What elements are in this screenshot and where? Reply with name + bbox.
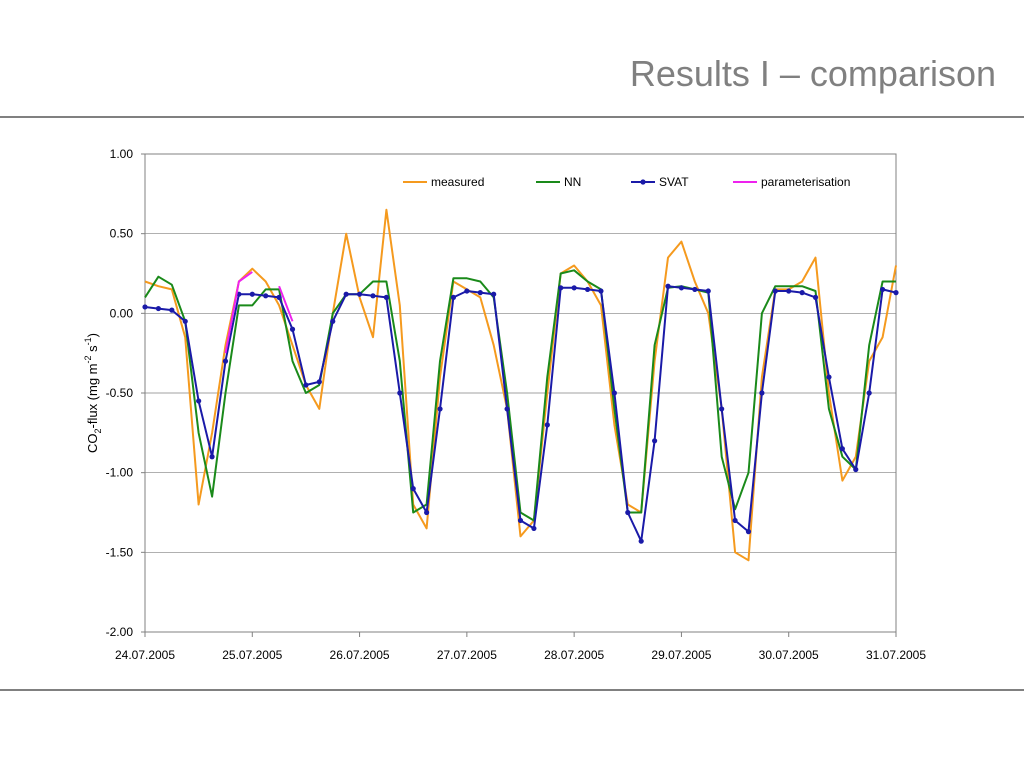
series-marker [330,318,336,324]
x-tick-label: 24.07.2005 [115,648,175,662]
series-marker [155,305,162,312]
legend-label: SVAT [659,175,689,189]
y-axis-label-part: -1 [83,337,93,345]
series-marker [558,285,564,291]
series-marker [517,517,524,524]
y-axis-label-part: 2 [93,428,103,433]
series-marker [893,290,899,296]
series-marker [786,288,792,294]
y-tick-label: -2.00 [106,625,134,639]
series-marker [424,509,430,516]
series-marker [383,294,389,300]
series-marker [652,438,658,444]
series-marker [169,307,175,313]
y-axis-label-part: -flux (mg m [85,363,100,428]
x-tick-label: 29.07.2005 [651,648,711,662]
x-tick-label: 26.07.2005 [330,648,390,662]
y-tick-label: 0.50 [110,227,134,241]
series-marker [276,294,282,300]
x-tick-label: 27.07.2005 [437,648,497,662]
series-marker [437,406,443,412]
legend-marker [640,179,646,185]
x-tick-label: 30.07.2005 [759,648,819,662]
legend-item: SVAT [631,175,689,189]
series-marker [705,288,711,294]
series-marker [732,517,738,524]
series-marker [584,286,591,293]
series-marker [812,294,819,300]
series-marker [263,293,269,299]
series-marker [142,304,148,310]
series-marker [839,446,845,452]
y-axis-label: CO2-flux (mg m-2 s-1) [83,333,103,453]
series-marker [719,406,725,412]
series-marker [826,374,832,380]
x-tick-label: 25.07.2005 [222,648,282,662]
legend-item: NN [536,175,581,189]
series-marker [303,382,309,388]
series-marker [665,283,671,289]
y-tick-label: 0.00 [110,306,134,320]
x-tick-label: 28.07.2005 [544,648,604,662]
series-marker [544,422,550,428]
series-marker [678,285,685,291]
y-tick-label: 1.00 [110,147,134,161]
series-marker [772,288,778,294]
y-tick-label: -1.00 [106,466,134,480]
series-marker [182,318,188,324]
y-axis-label-part: -2 [83,355,93,363]
series-marker [638,538,644,544]
series-marker [209,454,215,460]
series-marker [866,390,872,396]
series-marker [249,291,255,297]
legend-label: NN [564,175,581,189]
legend-label: parameterisation [761,175,850,189]
series-marker [343,291,349,297]
series-marker [692,286,698,293]
y-tick-label: -1.50 [106,545,134,559]
plot: -2.00 -1.50 -1.00 -0.50 0.00 0.50 1.00 24.07.20… [83,147,926,662]
series-marker [611,390,617,396]
series-marker [598,288,604,294]
series-marker [491,291,497,297]
y-axis-label-part: CO [85,434,100,454]
series-marker [504,406,510,412]
series-marker [356,291,363,297]
series-marker [410,486,416,492]
series-marker [196,398,202,404]
series-marker [464,288,470,294]
series-line [224,271,294,354]
x-tick-label: 31.07.2005 [866,648,926,662]
series-marker [450,294,457,300]
legend-item: measured [403,175,484,189]
series-marker [799,290,805,296]
y-tick-label: -0.50 [106,386,134,400]
slide-title: Results I – comparison [630,53,996,94]
series-marker [879,286,886,293]
series-marker [477,290,483,296]
y-axis-label-part: s [85,345,100,356]
series-marker [222,358,229,364]
y-axis-label-part: ) [85,333,100,337]
series-marker [745,529,752,535]
series-marker [397,390,403,396]
legend-item: parameterisation [733,175,850,189]
series-marker [289,326,296,332]
series-marker [531,525,537,532]
legend-label: measured [431,175,484,189]
series-marker [316,379,322,385]
series-marker [759,390,765,396]
series-marker [625,509,631,516]
series-marker [571,285,577,291]
series-marker [853,466,859,473]
series-marker [370,293,376,299]
